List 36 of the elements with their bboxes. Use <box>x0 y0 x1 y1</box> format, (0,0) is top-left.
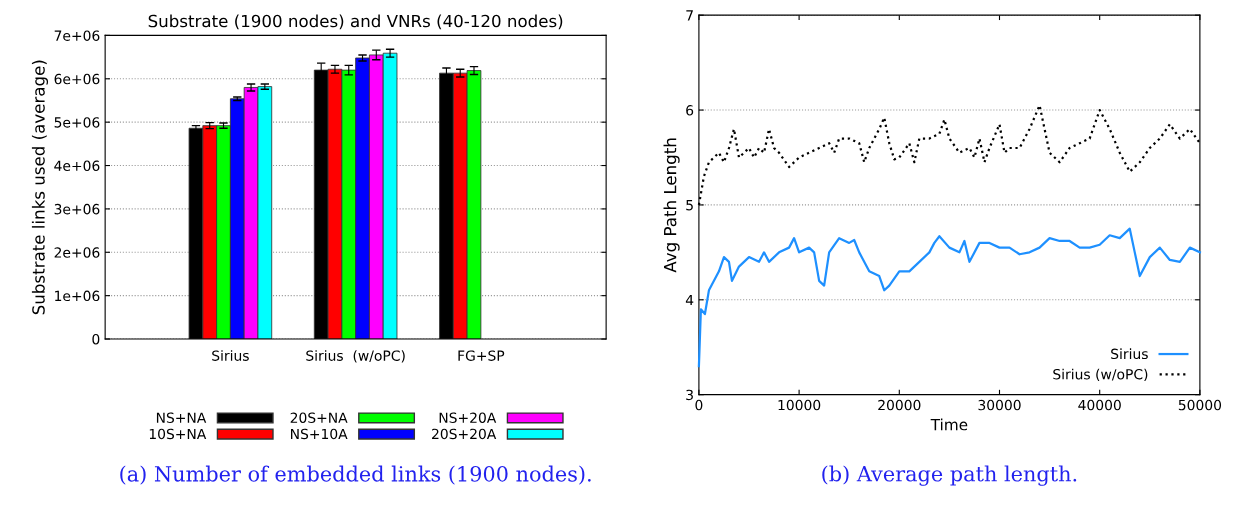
legend-label: 20S+NA <box>290 412 348 423</box>
y-tick-label: 2e+06 <box>54 247 100 258</box>
x-tick-label: FG+SP <box>458 350 505 361</box>
x-tick-label: 40000 <box>1078 399 1121 411</box>
y-tick-label: 1e+06 <box>55 290 100 302</box>
y-axis-title: Avg Path Length <box>663 138 680 273</box>
y-axis-title: Substrate links used (average) <box>31 60 49 315</box>
x-tick-label: 0 <box>695 399 703 411</box>
y-tick-label: 3e+06 <box>54 203 100 215</box>
y-tick-label: 7 <box>686 10 693 21</box>
x-tick-label: 30000 <box>978 399 1021 411</box>
x-tick-label: 20000 <box>878 399 921 411</box>
y-tick-label: 7e+06 <box>54 30 100 41</box>
y-tick-label: 5e+06 <box>54 117 100 128</box>
chart-title: Substrate (1900 nodes) and VNRs (40-120 nodes) <box>148 14 563 30</box>
x-axis-title: Time <box>930 418 968 431</box>
legend-label: 20S+20A <box>432 428 497 440</box>
y-tick-label: 6e+06 <box>54 73 100 85</box>
y-tick-label: 4 <box>685 294 694 306</box>
text: (a) Number of embedded links (1900 nodes). <box>120 465 591 485</box>
y-tick-label: 0 <box>92 333 100 345</box>
y-tick-label: 3 <box>686 389 693 401</box>
x-tick-label: Sirius <box>212 350 249 361</box>
x-tick-label: Sirius (w/oPC) <box>306 350 405 363</box>
legend-label: NS+NA <box>156 412 207 423</box>
y-tick-label: 5 <box>686 200 693 211</box>
legend-label: NS+10A <box>291 428 348 440</box>
text: (b) Average path length. <box>822 465 1077 486</box>
x-tick-label: 50000 <box>1178 399 1222 411</box>
legend-label: 10S+NA <box>149 428 207 440</box>
legend-label: Sirius (w/oPC) <box>1053 368 1148 382</box>
line-series <box>697 227 1201 368</box>
y-tick-label: 4e+06 <box>54 160 100 172</box>
legend-label: NS+20A <box>439 412 497 423</box>
x-tick-label: 10000 <box>778 399 821 411</box>
y-tick-label: 6 <box>686 105 694 116</box>
